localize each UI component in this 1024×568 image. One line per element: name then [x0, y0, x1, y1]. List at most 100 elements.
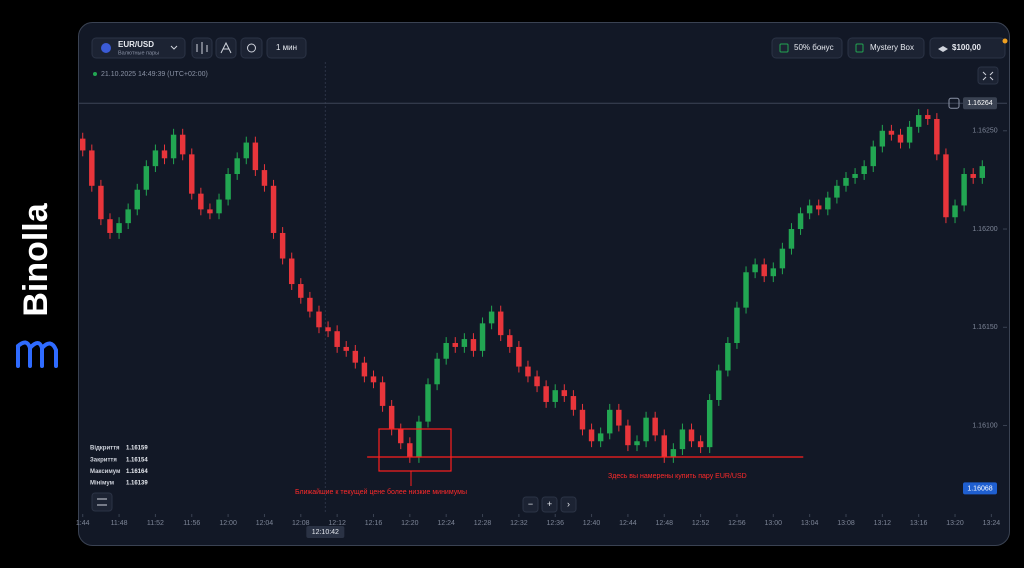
candle-body [470, 339, 477, 351]
zoom-label: › [567, 499, 570, 509]
candle-body [825, 197, 831, 210]
icon [220, 41, 232, 54]
candle-body [752, 264, 758, 273]
x-tick-label: 12:40 [583, 520, 601, 527]
ohlc-label: Відкриття [90, 446, 120, 452]
icon [855, 43, 864, 53]
target-price-tag-bg [963, 482, 997, 495]
candle-body [625, 425, 631, 446]
candle-body [797, 213, 804, 230]
zoom-button[interactable] [522, 496, 539, 513]
symbol-selector[interactable] [91, 37, 186, 59]
candle-body [706, 399, 713, 448]
zoom-button[interactable] [560, 496, 577, 513]
candle-body [234, 158, 240, 175]
mystery-button[interactable] [847, 37, 925, 59]
candle-body [370, 376, 377, 383]
ohlc-label: Максимум [90, 469, 121, 475]
icon [97, 498, 107, 506]
target-price-tag: 1.16068 [967, 485, 992, 492]
candle-body [80, 138, 86, 151]
candle-body [961, 174, 967, 206]
candle-body [307, 297, 313, 312]
status-dot [93, 72, 97, 76]
candle-body [679, 429, 686, 450]
candle-body [443, 343, 449, 359]
ohlc-value: 1.16164 [126, 469, 148, 475]
timeframe: 1 мин [276, 43, 297, 52]
timestamp: 21.10.2025 14:49:39 (UTC+02:00) [101, 71, 208, 78]
candle-body [243, 142, 250, 159]
candle-body [543, 386, 549, 402]
annotation: Ближайшие к текущей цене более низкие ми… [295, 488, 467, 496]
zoom-button[interactable] [541, 496, 558, 513]
candle-body [452, 343, 458, 347]
x-tick-label: 12:28 [474, 520, 492, 527]
x-tick-label: 13:24 [983, 520, 1001, 527]
x-tick-label: 13:20 [946, 520, 964, 527]
y-tick-label: 1.16250 [972, 128, 997, 135]
candle-body [688, 429, 695, 442]
candle-body [970, 174, 976, 178]
x-tick-label: 12:12 [328, 520, 346, 527]
candle-body [388, 405, 395, 430]
balance-button[interactable] [929, 37, 1006, 59]
candle-body [806, 205, 813, 214]
candle-body [770, 268, 777, 277]
chart-type-button[interactable] [240, 37, 263, 59]
candle-body [888, 130, 895, 135]
candle-body [716, 370, 722, 400]
candle-body [134, 189, 140, 210]
candle-body [579, 409, 586, 430]
candle-body [298, 284, 304, 298]
fullscreen-button[interactable] [977, 66, 999, 85]
candle-body [897, 134, 904, 143]
timeframe-button[interactable] [266, 37, 307, 59]
x-tick-label: 12:36 [546, 520, 564, 527]
candle-body [834, 185, 840, 198]
bonus-button[interactable] [771, 37, 843, 59]
x-tick-label: 12:08 [292, 520, 310, 527]
candle-body [870, 146, 876, 167]
balance: $100,00 [952, 43, 981, 52]
candles [80, 109, 986, 463]
settings-button[interactable] [91, 492, 113, 512]
candle-body [643, 417, 649, 442]
candle-body [725, 343, 731, 371]
candle-body [525, 366, 531, 377]
ohlc-value: 1.16154 [126, 457, 148, 463]
candle-body [661, 435, 667, 457]
candle-body [607, 409, 613, 434]
candle-body [316, 311, 322, 328]
candle-body [225, 174, 231, 200]
candle-body [788, 229, 795, 249]
drawing-button[interactable] [215, 37, 237, 59]
candle-body [652, 417, 658, 436]
candle-body [170, 134, 177, 159]
candle-body [915, 115, 922, 127]
x-tick-label: 12:16 [365, 520, 383, 527]
cursor-label-bg [306, 526, 345, 538]
highlight-box [378, 428, 452, 472]
candle-body [779, 248, 786, 269]
candle-body [352, 350, 359, 363]
candle-body [634, 441, 640, 446]
candle-body [488, 311, 495, 324]
x-tick-label: 12:44 [619, 520, 637, 527]
current-price-tag: 1.16264 [967, 100, 992, 107]
candle-body [288, 258, 295, 285]
candle-body [334, 331, 340, 347]
x-tick-label: 1:44 [76, 520, 90, 527]
symbol: EUR/USD [118, 40, 154, 49]
candle-body [425, 384, 431, 422]
x-tick-label: 12:20 [401, 520, 419, 527]
candle-body [879, 130, 886, 147]
ohlc-value: 1.16139 [126, 481, 148, 487]
candle-body [934, 118, 940, 155]
candle-body [270, 185, 277, 233]
logo-icon [16, 340, 58, 368]
cursor-label: 12:10:42 [312, 529, 339, 536]
icon [938, 46, 948, 52]
candle-body [843, 177, 849, 186]
